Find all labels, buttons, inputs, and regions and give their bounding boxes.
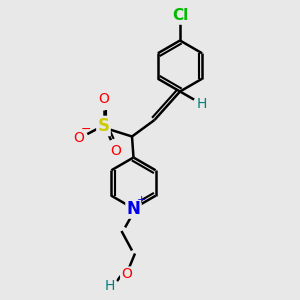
Text: H: H — [105, 279, 115, 293]
Text: S: S — [98, 117, 110, 135]
Text: O: O — [98, 92, 109, 106]
Text: Cl: Cl — [172, 8, 188, 23]
Text: −: − — [81, 123, 92, 136]
Text: O: O — [121, 268, 132, 281]
Text: N: N — [127, 200, 140, 217]
Text: H: H — [197, 98, 207, 111]
Text: +: + — [137, 195, 147, 205]
Text: O: O — [73, 131, 84, 145]
Text: O: O — [110, 144, 121, 158]
